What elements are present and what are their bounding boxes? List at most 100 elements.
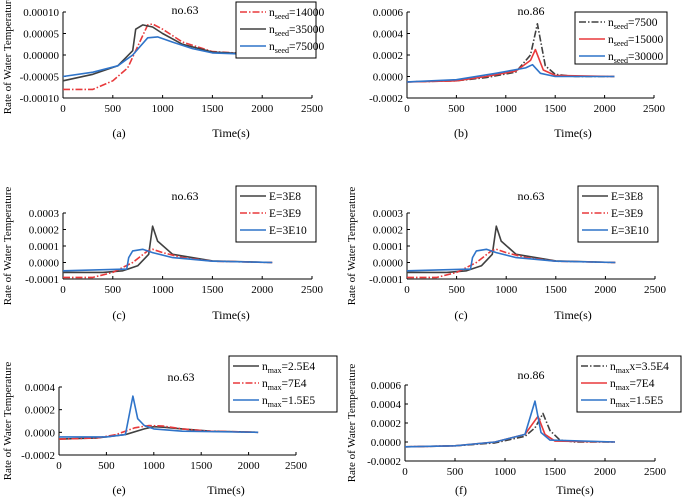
x-tick-label: 0 — [404, 284, 410, 296]
legend-entry-3: nseed=30000 — [608, 51, 663, 65]
panel-label: (b) — [454, 126, 468, 140]
x-tick-label: 2500 — [643, 103, 666, 115]
legend-entry-2: nseed=35000 — [269, 24, 324, 38]
y-tick-label: 0.00010 — [23, 7, 59, 19]
y-axis-label: Rate of Water Temperature — [346, 187, 358, 306]
legend: nmaxx=3.5E4 nmax=7E4 nmax=1.5E5 — [576, 355, 682, 413]
y-axis-label: Rate of Water Temperature — [346, 364, 358, 483]
chart-panel-b: 0 500 1000 1500 2000 2500 -0.0002 0.0000 0.0002 0… — [369, 4, 668, 140]
x-tick-label: 2500 — [644, 284, 667, 296]
y-tick-label: 0.0002 — [29, 225, 59, 237]
y-tick-label: -0.00005 — [20, 72, 60, 84]
chart-panel-a: 0 500 1000 1500 2000 2500 -0.00010 -0.00005 0.00… — [2, 0, 324, 140]
series-line-3 — [62, 248, 273, 272]
x-axis-label: Time(s) — [556, 483, 594, 497]
y-tick-label: -0.0002 — [21, 450, 55, 462]
y-tick-label: 0.0004 — [25, 382, 56, 394]
x-tick-label: 1500 — [545, 284, 568, 296]
y-tick-label: 0.0004 — [371, 399, 402, 411]
series-line-1 — [63, 23, 273, 91]
y-tick-label: -0.00010 — [20, 93, 60, 105]
x-tick-label: 2000 — [251, 103, 274, 115]
y-axis-label: Rate of Water Temperature — [2, 0, 14, 114]
x-tick-label: 500 — [105, 103, 122, 115]
y-tick-label: 0.0003 — [373, 208, 404, 220]
x-tick-label: 2000 — [238, 460, 261, 472]
legend-entry-3: nmax=1.5E5 — [610, 395, 663, 409]
x-axis-label: Time(s) — [212, 126, 250, 140]
y-tick-label: 0.0000 — [373, 258, 404, 270]
x-tick-label: 2000 — [594, 284, 617, 296]
x-tick-label: 500 — [447, 466, 464, 478]
legend-entry-1: nmaxx=3.5E4 — [610, 361, 669, 375]
panel-label: (f) — [455, 483, 467, 497]
y-tick-label: -0.0001 — [25, 274, 59, 286]
y-tick-label: 0.0000 — [373, 72, 404, 84]
panel-label: (a) — [112, 126, 125, 140]
legend-entry-2: E=3E9 — [269, 208, 301, 220]
y-tick-label: 0.0002 — [373, 225, 403, 237]
x-tick-label: 1000 — [152, 284, 175, 296]
x-tick-label: 1000 — [495, 284, 518, 296]
x-axis-label: Time(s) — [554, 126, 592, 140]
x-tick-label: 0 — [60, 284, 66, 296]
legend-entry-3: nmax=1.5E5 — [262, 395, 315, 409]
series-line-3 — [404, 400, 616, 448]
y-tick-label: 0.0004 — [373, 29, 404, 41]
legend: E=3E8 E=3E9 E=3E10 — [235, 185, 317, 243]
x-tick-label: 0 — [404, 103, 410, 115]
panel-title: no.86 — [518, 4, 545, 18]
x-tick-label: 500 — [98, 460, 115, 472]
x-tick-label: 1500 — [201, 103, 224, 115]
x-tick-label: 2000 — [594, 466, 617, 478]
legend: nseed=7500 nseed=15000 nseed=30000 — [574, 11, 668, 65]
x-tick-label: 2000 — [594, 103, 617, 115]
y-axis-label: Rate of Water Temperature — [2, 362, 14, 481]
chart-panel-e: 0 500 1000 1500 2000 2500 -0.0002 0.0000 0.0002 0… — [2, 355, 338, 497]
x-tick-label: 1000 — [152, 103, 175, 115]
x-axis-label: Time(s) — [212, 308, 250, 322]
series-line-2 — [404, 415, 616, 448]
legend-entry-1: E=3E8 — [269, 191, 301, 203]
x-tick-label: 1500 — [544, 466, 567, 478]
y-tick-label: 0.0001 — [29, 241, 59, 253]
legend-entry-3: E=3E10 — [611, 225, 649, 237]
y-tick-label: 0.00000 — [23, 50, 59, 62]
y-tick-label: 0.0000 — [371, 437, 402, 449]
series-line-3 — [406, 248, 616, 272]
panel-label: (e) — [112, 483, 125, 497]
legend-entry-2: nmax=7E4 — [610, 378, 655, 392]
x-tick-label: 2500 — [644, 466, 667, 478]
x-tick-label: 1500 — [544, 103, 567, 115]
x-tick-label: 1500 — [190, 460, 213, 472]
chart-panel-c2: 0 500 1000 1500 2000 2500 -0.0001 0.0000 0.0001 0… — [346, 185, 667, 322]
y-tick-label: 0.0001 — [373, 241, 403, 253]
x-tick-label: 2500 — [285, 460, 308, 472]
legend-entry-1: nmax=2.5E4 — [262, 361, 315, 375]
y-tick-label: 0.0006 — [373, 7, 404, 19]
x-axis-label: Time(s) — [554, 308, 592, 322]
legend-entry-1: nseed=7500 — [608, 17, 658, 31]
x-tick-label: 2000 — [251, 284, 274, 296]
legend-entry-2: E=3E9 — [611, 208, 643, 220]
x-tick-label: 2500 — [301, 103, 324, 115]
panel-title: no.63 — [172, 3, 199, 17]
series-line-2 — [406, 48, 615, 83]
x-tick-label: 1000 — [143, 460, 166, 472]
y-tick-label: 0.0002 — [371, 418, 401, 430]
legend-entry-1: nseed=14000 — [269, 7, 324, 21]
legend-entry-3: nseed=75000 — [269, 41, 324, 55]
x-tick-label: 1000 — [495, 103, 518, 115]
legend: E=3E8 E=3E9 E=3E10 — [577, 185, 659, 243]
legend: nseed=14000 nseed=35000 nseed=75000 — [235, 1, 324, 59]
y-tick-label: 0.0002 — [25, 405, 55, 417]
x-tick-label: 500 — [448, 284, 465, 296]
legend-entry-3: E=3E10 — [269, 225, 307, 237]
x-tick-label: 0 — [402, 466, 408, 478]
legend-entry-2: nseed=15000 — [608, 34, 663, 48]
series-line-3 — [59, 395, 259, 438]
y-tick-label: 0.0002 — [373, 50, 403, 62]
y-tick-label: 0.00005 — [23, 29, 59, 41]
panel-title: no.63 — [168, 370, 195, 384]
